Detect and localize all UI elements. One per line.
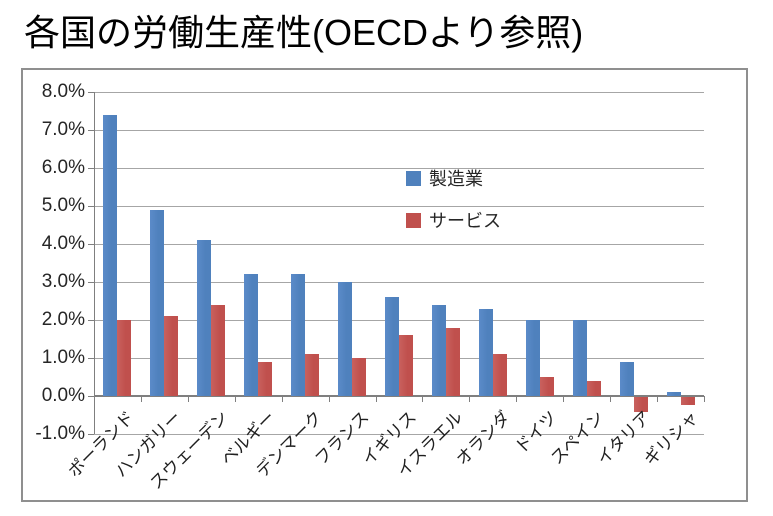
x-axis-tick <box>281 396 283 402</box>
x-axis-tick <box>469 396 471 402</box>
gridline <box>94 168 704 169</box>
gridline <box>94 320 704 321</box>
y-axis-tick <box>88 358 94 359</box>
bar-manufacturing <box>525 320 540 396</box>
bar-manufacturing <box>385 297 399 396</box>
legend-swatch-manufacturing-icon <box>406 170 421 186</box>
y-axis-tick <box>88 168 94 169</box>
bar-services <box>258 362 273 396</box>
chart-plot-frame: 製造業 サービス 8.0% 7.0% 6.0% 5.0% 4.0% 3.0% 2.0% 1.0… <box>21 68 748 502</box>
y-axis-label: 2.0% <box>41 309 85 330</box>
bar-services <box>539 377 554 396</box>
legend-label-services: サービス <box>429 211 501 231</box>
x-axis-tick <box>657 396 659 402</box>
y-axis-tick <box>88 396 94 397</box>
bar-manufacturing <box>338 282 353 396</box>
y-axis-label: 0.0% <box>41 385 85 406</box>
bar-manufacturing <box>478 309 493 396</box>
bar-manufacturing <box>666 392 681 396</box>
y-axis-tick <box>88 206 94 207</box>
gridline <box>94 244 704 245</box>
bar-services <box>680 397 695 405</box>
bar-services <box>445 328 460 396</box>
gridline <box>94 206 704 207</box>
bar-services <box>164 316 179 396</box>
bar-services <box>586 381 601 396</box>
bar-manufacturing <box>619 362 634 396</box>
x-axis-tick <box>140 396 142 402</box>
bar-manufacturing <box>291 274 306 396</box>
y-axis-label: 5.0% <box>41 195 85 216</box>
bar-services <box>117 320 132 396</box>
bar-manufacturing <box>431 305 446 396</box>
x-axis-tick <box>516 396 518 402</box>
y-axis-label: 3.0% <box>41 271 85 292</box>
gridline <box>94 282 704 283</box>
gridline <box>94 130 704 131</box>
bar-manufacturing <box>150 210 165 396</box>
legend-swatch-services-icon <box>406 212 421 228</box>
bar-manufacturing <box>103 115 118 396</box>
y-axis-label: 7.0% <box>41 119 85 140</box>
x-axis-tick <box>234 396 236 402</box>
x-axis-line <box>94 395 704 397</box>
x-axis-tick <box>187 396 189 402</box>
y-axis-label: 8.0% <box>41 81 85 102</box>
y-axis-tick <box>88 320 94 321</box>
y-axis-tick <box>88 282 94 283</box>
bar-services <box>211 305 226 396</box>
x-axis-tick <box>563 396 565 402</box>
bar-manufacturing <box>197 240 212 396</box>
x-axis-tick <box>422 396 424 402</box>
bar-services <box>352 358 367 396</box>
y-axis-label: -1.0% <box>35 423 85 444</box>
y-axis-line <box>94 92 95 434</box>
bar-services <box>399 335 413 396</box>
x-axis-tick <box>94 396 95 402</box>
y-axis-tick <box>88 130 94 131</box>
legend-label-manufacturing: 製造業 <box>429 169 483 189</box>
legend-item-services: サービス <box>406 207 501 233</box>
x-axis-tick <box>610 396 612 402</box>
y-axis-tick <box>88 244 94 245</box>
gridline <box>94 434 704 435</box>
bar-services <box>305 354 320 396</box>
bar-manufacturing <box>244 274 259 396</box>
legend-item-manufacturing: 製造業 <box>406 165 483 191</box>
gridline <box>94 92 704 93</box>
y-axis-label: 4.0% <box>41 233 85 254</box>
y-axis-tick <box>88 92 94 93</box>
x-axis-tick <box>704 396 705 402</box>
bar-services <box>492 354 507 396</box>
y-axis-tick <box>88 434 94 435</box>
y-axis-label: 6.0% <box>41 157 85 178</box>
y-axis-label: 1.0% <box>41 347 85 368</box>
x-axis-tick <box>375 396 377 402</box>
x-axis-tick <box>328 396 330 402</box>
bar-services <box>633 397 648 412</box>
page-title: 各国の労働生産性(OECDより参照) <box>24 12 584 53</box>
bar-manufacturing <box>572 320 587 396</box>
